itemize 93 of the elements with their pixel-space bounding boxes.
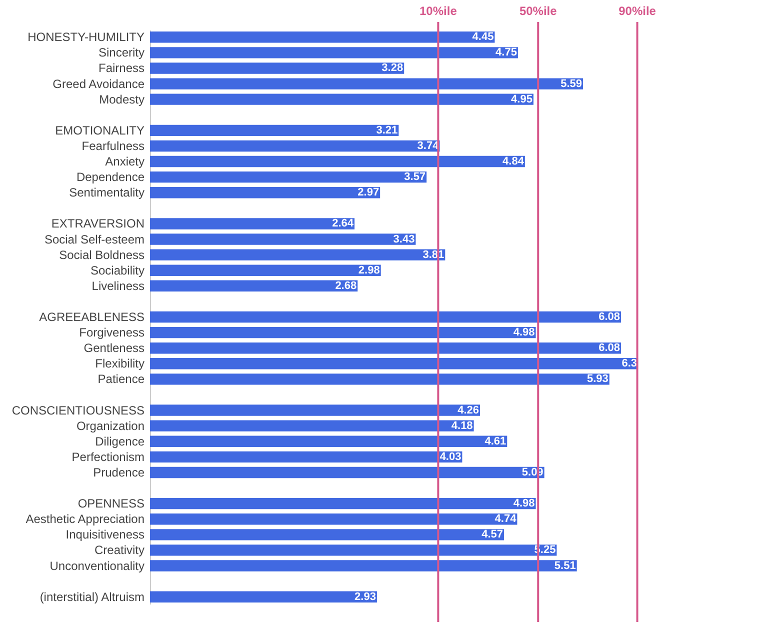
data-label: 4.57 [482, 528, 504, 541]
bar [150, 94, 534, 105]
data-label: 4.74 [494, 513, 518, 526]
data-label: 3.74 [417, 140, 440, 152]
data-label: 4.61 [484, 435, 506, 448]
bar [150, 326, 536, 338]
bar [150, 264, 381, 276]
data-label: 6.08 [598, 342, 620, 354]
data-label: 4.18 [451, 420, 473, 432]
y-tick-label: Patience [98, 372, 145, 386]
y-tick-label: Inquisitiveness [66, 528, 144, 542]
y-tick-label: Unconventionality [50, 558, 144, 573]
y-tick-label: Greed Avoidance [52, 76, 145, 91]
bar [150, 78, 584, 90]
bar [150, 404, 480, 416]
y-tick-label: Fearfulness [82, 138, 144, 153]
y-tick-label: Fairness [98, 61, 144, 76]
bar [150, 311, 622, 323]
y-tick-label: Sincerity [98, 46, 144, 60]
data-label: 2.64 [332, 218, 354, 230]
data-label: 2.93 [354, 590, 376, 603]
data-label: 3.57 [404, 171, 426, 184]
y-tick-label: Social Boldness [59, 248, 144, 262]
bar [150, 466, 544, 478]
bar [150, 47, 518, 58]
y-tick-label: Aesthetic Appreciation [26, 512, 144, 526]
bar [150, 234, 416, 245]
data-label: 4.03 [440, 450, 462, 463]
y-tick-label: Sentimentality [69, 186, 144, 200]
y-tick-label: Prudence [93, 465, 145, 480]
data-label: 4.98 [513, 326, 535, 339]
y-tick-label: Liveliness [92, 278, 144, 293]
y-tick-label: Social Self-esteem [44, 232, 144, 246]
data-label: 4.45 [472, 31, 494, 44]
y-tick-label: Modesty [99, 92, 144, 106]
y-tick-label: Dependence [76, 170, 145, 184]
bar [150, 451, 462, 463]
ref-line-label: 90%ile [618, 4, 656, 18]
y-tick-label: Flexibility [95, 356, 144, 371]
bar [150, 436, 508, 447]
y-tick-label: Gentleness [84, 341, 144, 356]
y-tick-label: EXTRAVERSION [51, 216, 144, 231]
bar [150, 140, 440, 152]
y-tick-label: EMOTIONALITY [55, 123, 144, 138]
bar [150, 280, 358, 292]
data-label: 3.21 [376, 124, 398, 136]
ref-line-label: 50%ile [519, 4, 558, 18]
y-tick-label: OPENNESS [78, 496, 144, 511]
bar [150, 420, 474, 432]
bar [150, 249, 446, 260]
data-label: 4.84 [502, 156, 525, 168]
bar [150, 358, 638, 370]
bar [150, 171, 427, 183]
data-label: 6.08 [598, 311, 620, 323]
data-label: 3.43 [393, 233, 415, 246]
bar [150, 374, 610, 385]
data-label: 4.75 [496, 46, 517, 59]
y-tick-label: Anxiety [105, 154, 144, 169]
y-tick-label: CONSCIENTIOUSNESS [12, 403, 144, 418]
data-label: 3.28 [382, 62, 404, 74]
bar [150, 514, 518, 525]
data-label: 2.97 [358, 186, 380, 199]
bar [150, 591, 377, 602]
data-label: 5.93 [586, 373, 608, 386]
ref-line-label: 10%ile [420, 4, 458, 18]
bar [150, 156, 525, 168]
y-tick-label: Perfectionism [72, 450, 144, 464]
y-tick-label: Sociability [90, 263, 144, 278]
bar [150, 124, 399, 136]
data-label: 4.98 [513, 498, 535, 510]
y-tick-label: Diligence [95, 434, 145, 448]
bar [150, 498, 536, 510]
data-label: 4.95 [511, 93, 532, 106]
y-tick-label: HONESTY-HUMILITY [28, 30, 144, 44]
bar [150, 187, 380, 198]
bar [150, 544, 557, 556]
data-label: 2.98 [358, 264, 380, 276]
y-tick-label: Creativity [94, 543, 144, 558]
bar [150, 218, 355, 230]
y-tick-label: AGREEABLENESS [39, 310, 144, 324]
data-label: 4.26 [458, 404, 480, 416]
y-tick-label: Forgiveness [79, 326, 144, 340]
data-label: 2.68 [335, 280, 357, 292]
bar [150, 62, 404, 74]
y-tick-label: Organization [76, 418, 144, 433]
bar [150, 32, 495, 43]
y-tick-label: (interstitial) Altruism [40, 590, 144, 604]
data-label: 6.3 [622, 358, 638, 370]
bar [150, 529, 504, 540]
data-label: 5.51 [554, 560, 576, 572]
bar [150, 560, 577, 572]
data-label: 5.59 [560, 78, 582, 90]
bar [150, 342, 622, 354]
